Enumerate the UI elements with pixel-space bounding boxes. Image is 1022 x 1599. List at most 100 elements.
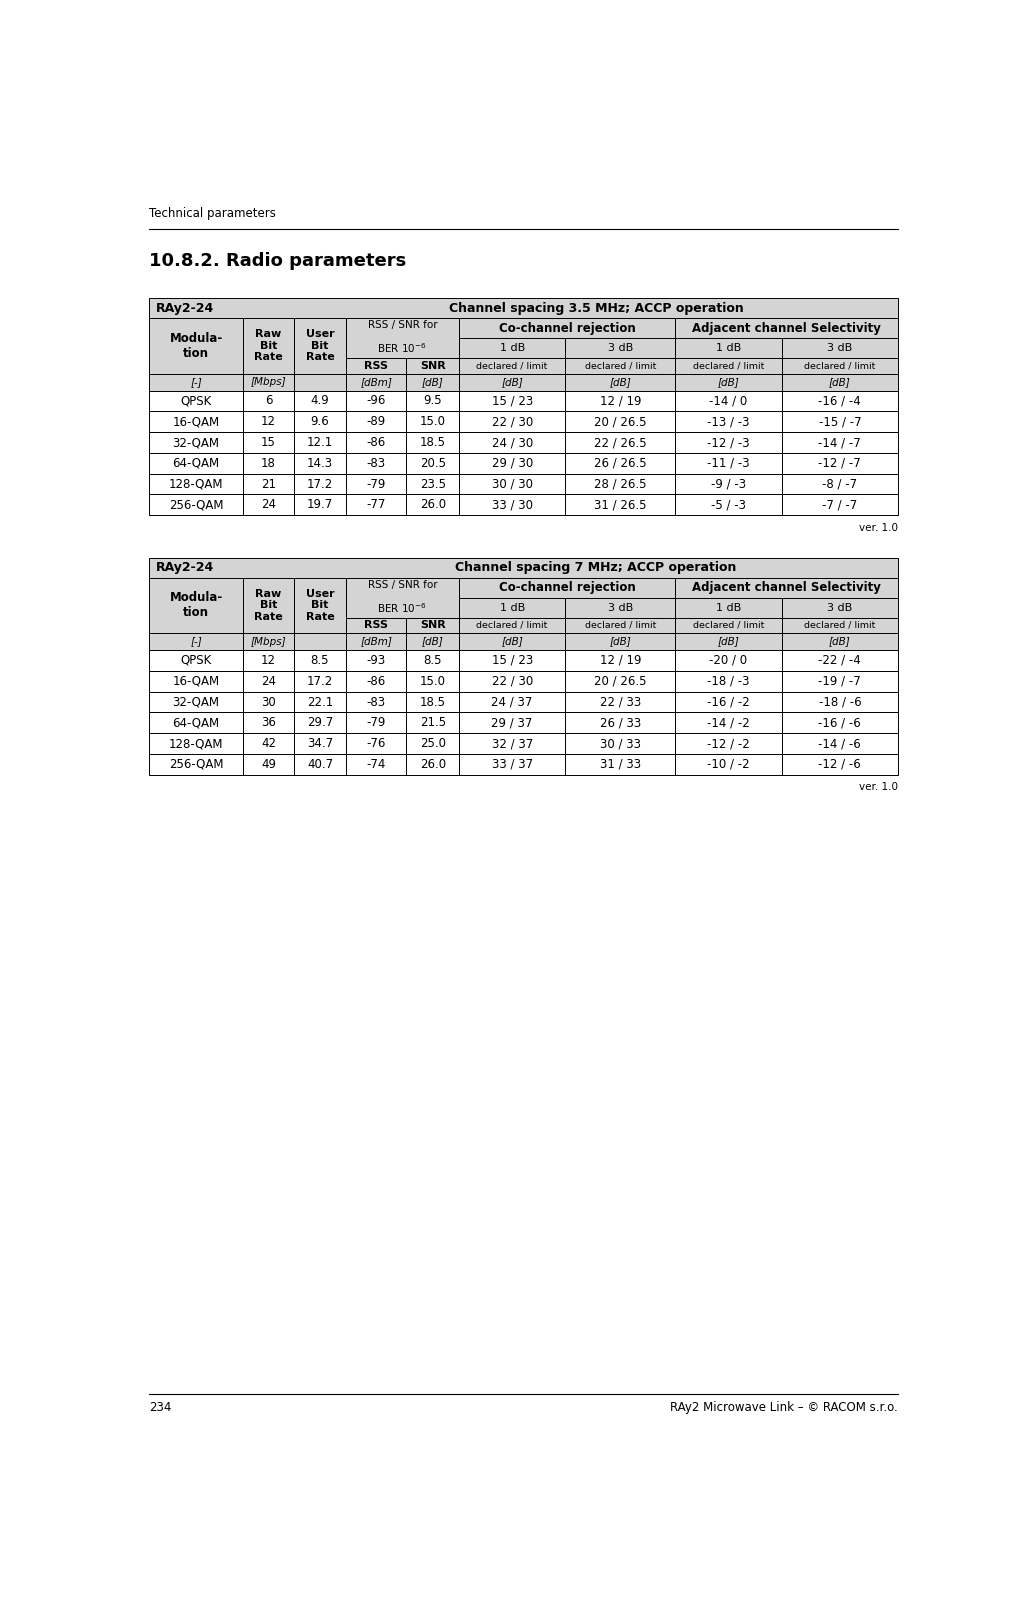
Bar [676,411,782,432]
Text: 64-QAM: 64-QAM [173,716,220,729]
Bar [345,577,459,617]
Text: 33 / 30: 33 / 30 [492,499,532,512]
Text: declared / limit: declared / limit [476,361,548,371]
Text: 25.0: 25.0 [420,737,446,750]
Bar [242,494,294,515]
Text: 29 / 37: 29 / 37 [492,716,532,729]
Bar [565,337,676,358]
Bar [676,713,782,734]
Text: 1 dB: 1 dB [715,603,741,612]
Bar [782,358,898,374]
Bar [149,692,242,713]
Text: 1 dB: 1 dB [715,344,741,353]
Text: -79: -79 [367,716,386,729]
Bar [149,390,242,411]
Bar [149,651,242,672]
Bar [676,755,782,776]
Bar [294,633,345,651]
Text: 256-QAM: 256-QAM [169,758,223,771]
Text: 128-QAM: 128-QAM [169,737,223,750]
Bar [294,411,345,432]
Text: -16 / -2: -16 / -2 [707,696,750,708]
Text: ver. 1.0: ver. 1.0 [860,523,898,532]
Text: 24: 24 [261,675,276,688]
Text: declared / limit: declared / limit [585,620,656,630]
Text: 36: 36 [261,716,276,729]
Text: -7 / -7: -7 / -7 [823,499,857,512]
Bar [294,755,345,776]
Text: 3 dB: 3 dB [608,344,633,353]
Text: 26 / 33: 26 / 33 [600,716,641,729]
Bar [782,473,898,494]
Text: -83: -83 [367,696,385,708]
Bar [242,577,294,633]
Text: [Mbps]: [Mbps] [250,636,286,646]
Text: 24 / 37: 24 / 37 [492,696,532,708]
Text: -12 / -6: -12 / -6 [819,758,862,771]
Text: -18 / -3: -18 / -3 [707,675,750,688]
Bar [459,473,565,494]
Text: 17.2: 17.2 [307,478,333,491]
Bar [345,713,407,734]
Bar [294,318,345,374]
Bar [459,390,565,411]
Bar [459,598,565,617]
Text: [dB]: [dB] [717,636,739,646]
Text: [-]: [-] [190,636,202,646]
Text: 32 / 37: 32 / 37 [492,737,532,750]
Bar [149,713,242,734]
Bar [676,337,782,358]
Bar [407,713,459,734]
Bar [407,432,459,453]
Bar [565,651,676,672]
Text: 1 dB: 1 dB [500,344,524,353]
Bar [149,297,898,318]
Text: -89: -89 [367,416,385,429]
Bar [407,374,459,390]
Bar [676,494,782,515]
Text: QPSK: QPSK [181,654,212,667]
Text: 12 / 19: 12 / 19 [600,654,641,667]
Text: [dBm]: [dBm] [360,636,392,646]
Text: 15.0: 15.0 [420,675,446,688]
Bar [345,651,407,672]
Text: 32-QAM: 32-QAM [173,696,220,708]
Text: 31 / 26.5: 31 / 26.5 [594,499,647,512]
Text: SNR: SNR [420,620,446,630]
Bar [676,453,782,473]
Text: RSS: RSS [364,361,388,371]
Text: 29.7: 29.7 [307,716,333,729]
Bar [782,374,898,390]
Bar [565,390,676,411]
Bar [676,374,782,390]
Bar [459,374,565,390]
Text: BER 10$^{-6}$: BER 10$^{-6}$ [377,341,427,355]
Text: BER 10$^{-6}$: BER 10$^{-6}$ [377,601,427,614]
Text: 29 / 30: 29 / 30 [492,457,532,470]
Text: RSS / SNR for: RSS / SNR for [368,320,437,329]
Text: [dB]: [dB] [829,377,850,387]
Bar [294,577,345,633]
Bar [345,617,407,633]
Text: -14 / -2: -14 / -2 [707,716,750,729]
Bar [782,755,898,776]
Text: -83: -83 [367,457,385,470]
Bar [345,390,407,411]
Bar [565,713,676,734]
Bar [459,318,676,337]
Text: -14 / -7: -14 / -7 [819,437,862,449]
Text: 18: 18 [261,457,276,470]
Text: Modula-
tion: Modula- tion [170,333,223,360]
Bar [294,494,345,515]
Text: -15 / -7: -15 / -7 [819,416,862,429]
Bar [782,713,898,734]
Text: 18.5: 18.5 [420,696,446,708]
Bar [565,473,676,494]
Text: 42: 42 [261,737,276,750]
Text: 15: 15 [261,437,276,449]
Bar [345,318,459,358]
Text: 64-QAM: 64-QAM [173,457,220,470]
Text: 22 / 26.5: 22 / 26.5 [594,437,647,449]
Text: 34.7: 34.7 [307,737,333,750]
Bar [565,494,676,515]
